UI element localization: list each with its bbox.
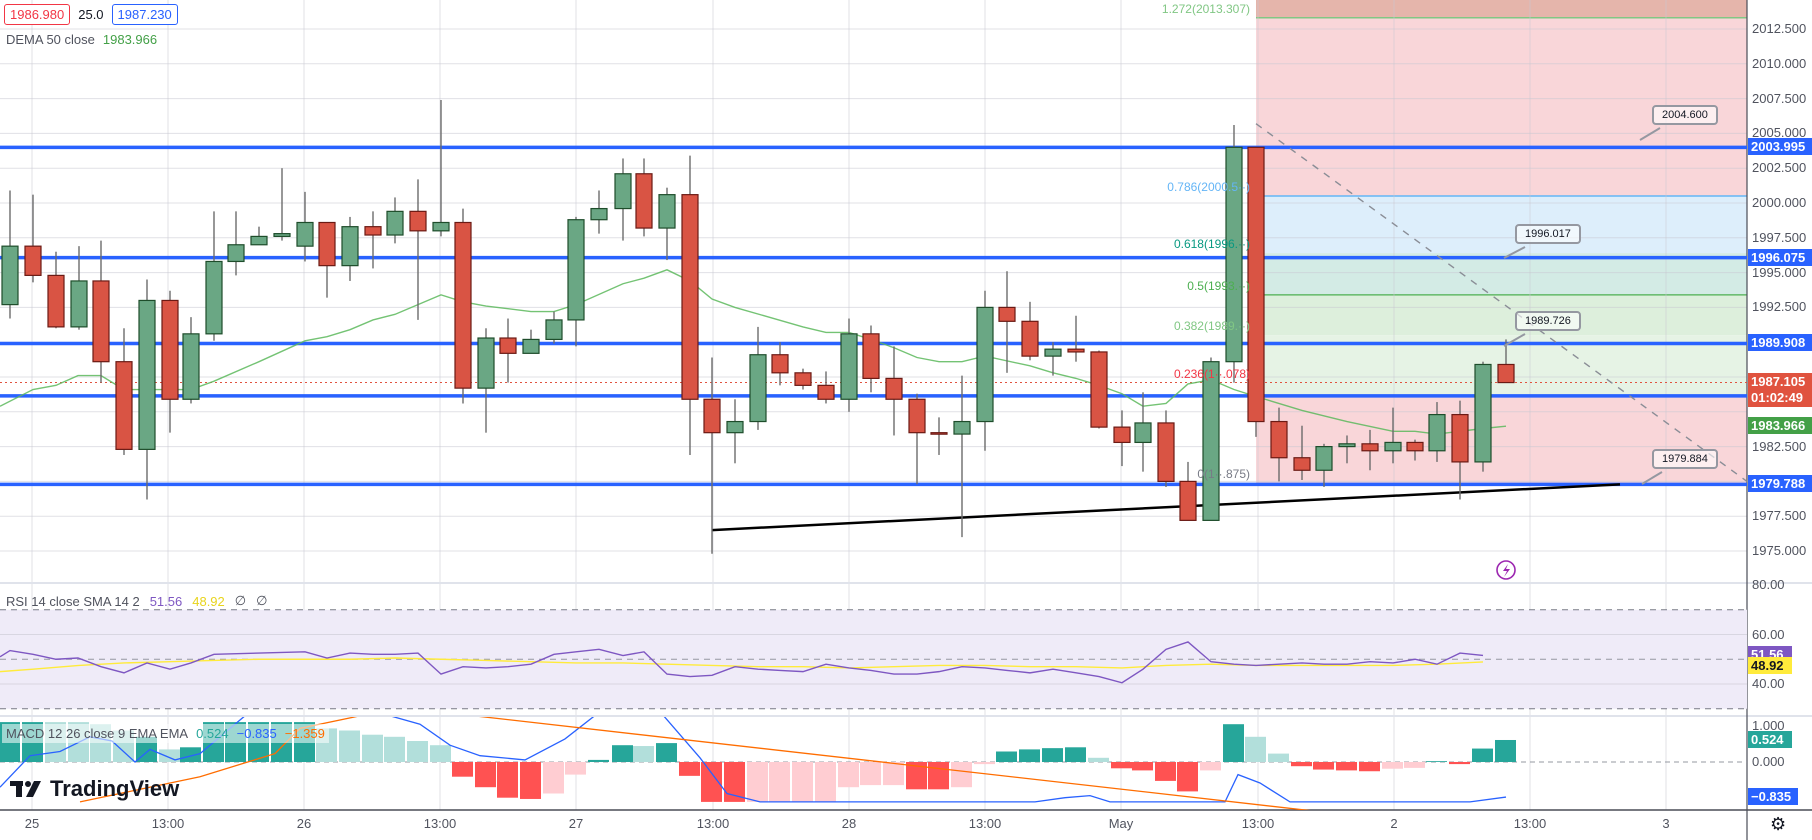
tradingview-logo-icon [10,781,41,797]
price-axis-tick: 1997.500 [1752,229,1807,245]
tradingview-logo-text: TradingView [50,776,180,801]
rsi-sma-legend-value: 48.92 [192,593,225,609]
spread-value: 25.0 [78,7,104,22]
trade-panel: 1986.980 25.0 1987.230 [4,4,178,25]
price-axis-tick: 1995.000 [1752,264,1807,280]
candles [1,99,1515,554]
rsi-legend-extra-2: ∅ [256,593,268,608]
price-axis-tick: 2000.000 [1752,195,1807,210]
last-price-tag: 1987.105 01:02:49 [1748,373,1812,408]
time-axis-label: 26 [296,816,312,831]
rsi-legend[interactable]: RSI 14 close SMA 14 2 51.56 48.92 ∅ ∅ [6,593,267,609]
price-level-tag: 1996.075 [1748,248,1812,266]
time-axis-label: 13:00 [423,816,457,831]
fib-level-label: 1.272(2013.307) [1161,1,1250,16]
macd-axis-tick: 0.000 [1752,754,1785,769]
time-axis-label: 13:00 [968,816,1002,831]
buy-price-button[interactable]: 1987.230 [111,4,178,25]
time-axis-label: 13:00 [696,816,730,831]
rsi-legend-name: RSI 14 close SMA 14 2 [6,593,140,609]
tradingview-logo[interactable]: TradingView [10,776,179,802]
time-axis-label: 28 [841,816,857,831]
rsi-sma-value-tag: 48.92 [1748,656,1792,674]
bar-countdown: 01:02:49 [1751,390,1804,406]
time-axis-label: 13:00 [1513,816,1547,831]
fib-level-label: 0.382(1989.··) [1173,319,1250,334]
price-axis-tick: 2005.000 [1752,125,1807,141]
dema-legend-name: DEMA 50 close [6,32,95,47]
macd-hist-value: 0.524 [196,726,229,741]
price-axis-tick: 1992.500 [1752,299,1807,315]
last-price-value: 1987.105 [1751,374,1806,390]
chart-settings-gear-icon[interactable]: ⚙ [1770,814,1787,834]
price-level-tag: 2003.995 [1748,138,1812,156]
price-callout-label[interactable]: 1989.726 [1515,311,1581,331]
price-axis-tick: 1977.500 [1752,508,1807,524]
rsi-legend-value: 51.56 [149,593,183,609]
time-axis-label: 3 [1662,816,1670,831]
price-axis-tick: 2007.500 [1752,90,1807,106]
macd-line-tag: −0.835 [1748,788,1798,806]
time-axis-label: 13:00 [1241,816,1275,831]
fib-level-label: 0(1··.875) [1197,467,1250,482]
time-axis-label: 27 [568,816,584,831]
macd-hist-tag: 0.524 [1748,730,1792,748]
price-level-tag: 1979.788 [1748,475,1812,493]
rsi-axis-tick: 60.00 [1752,626,1785,642]
rsi-axis-tick: 80.00 [1752,577,1785,592]
time-axis-label: May [1108,816,1134,831]
dema-legend-value: 1983.966 [102,32,158,47]
fib-level-label: 0.786(2000.5··) [1167,180,1250,195]
macd-line-value: −0.835 [236,726,277,741]
price-callout-label[interactable]: 1979.884 [1652,449,1718,469]
price-level-tag: 1989.908 [1748,334,1812,352]
sell-price-button[interactable]: 1986.980 [4,4,71,25]
price-axis-tick: 2002.500 [1752,160,1807,176]
rsi-axis-tick: 40.00 [1752,676,1785,691]
fib-level-label: 0.618(1996.··) [1173,237,1250,252]
price-axis-tick: 1982.500 [1752,438,1807,454]
price-axis-tick: 1975.000 [1752,543,1807,558]
price-axis-tick: 2010.000 [1752,55,1807,71]
dema-legend[interactable]: DEMA 50 close 1983.966 [6,32,157,47]
fib-level-label: 0.5(1993.··) [1187,278,1250,293]
lightning-event-icon[interactable] [1496,560,1516,580]
price-level-tag: 1983.966 [1748,417,1812,435]
fib-level-label: 0.236(1··.078) [1173,366,1250,381]
price-callout-label[interactable]: 2004.600 [1652,105,1718,125]
price-callout-label[interactable]: 1996.017 [1515,224,1581,244]
time-axis-label: 25 [24,816,40,831]
macd-axis-tick: 1.000 [1752,718,1785,733]
macd-legend[interactable]: MACD 12 26 close 9 EMA EMA 0.524 −0.835 … [2,724,329,743]
price-axis-tick: 2012.500 [1752,21,1807,36]
rsi-legend-extra-1: ∅ [234,593,247,608]
time-axis-label: 2 [1390,816,1398,831]
macd-signal-value: −1.359 [284,726,325,741]
macd-legend-name: MACD 12 26 close 9 EMA EMA [6,726,189,741]
time-axis-label: 13:00 [151,816,185,831]
